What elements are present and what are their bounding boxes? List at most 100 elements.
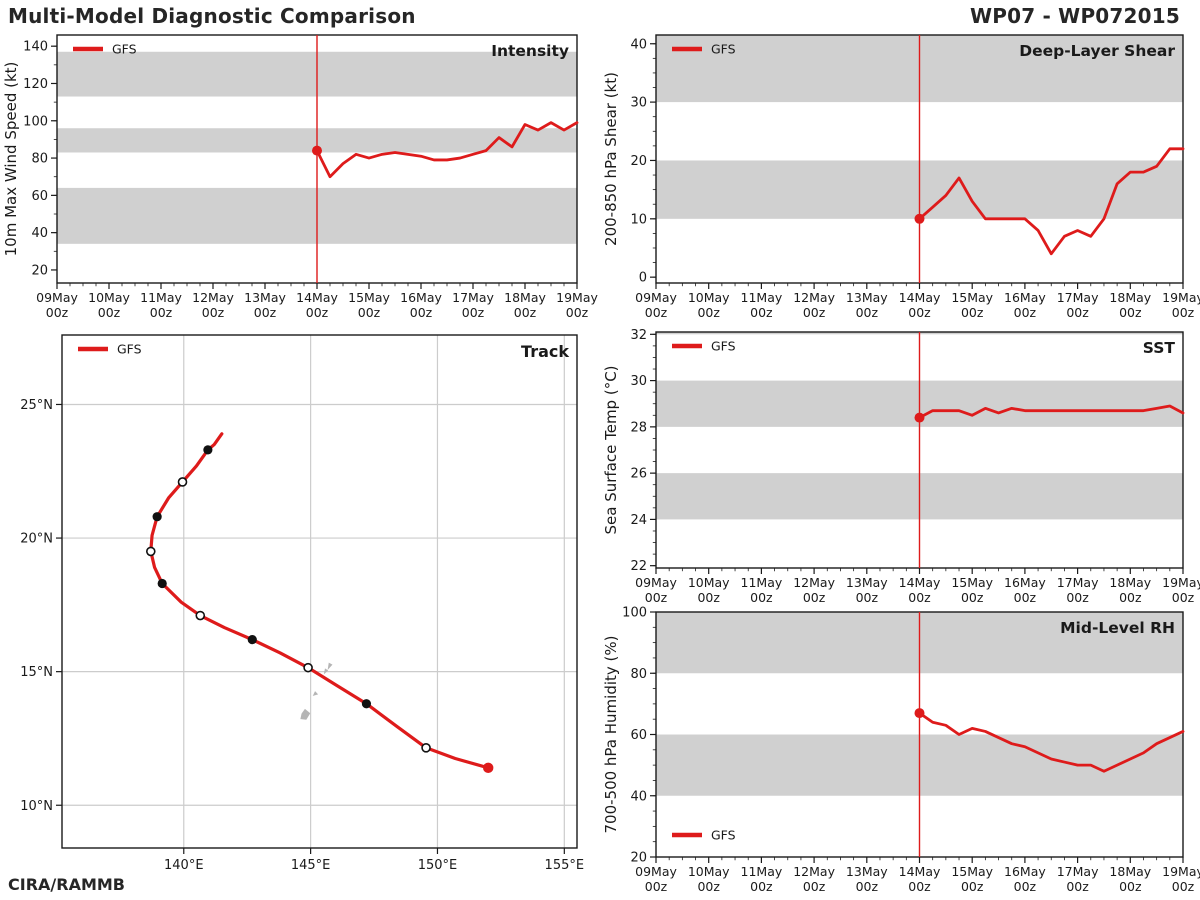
sst-y-axis-label: Sea Surface Temp (°C) bbox=[602, 365, 620, 534]
shear-legend-label: GFS bbox=[711, 42, 736, 57]
rh-y-tick-label: 100 bbox=[622, 606, 647, 621]
shear-y-tick-label: 20 bbox=[630, 154, 647, 169]
sst-x-tick-label: 13May bbox=[846, 575, 888, 590]
track-x-tick-label: 155°E bbox=[545, 858, 585, 873]
intensity-x-tick-label: 00z bbox=[514, 305, 537, 320]
sst-legend: GFS bbox=[672, 339, 736, 354]
island-shape bbox=[323, 668, 329, 675]
sst-x-tick-label: 00z bbox=[1014, 590, 1037, 605]
intensity-legend: GFS bbox=[73, 42, 137, 57]
shear-x-tick-label: 11May bbox=[741, 290, 783, 305]
intensity-x-tick-label: 00z bbox=[150, 305, 173, 320]
shear-y-tick-label: 10 bbox=[630, 212, 647, 227]
intensity-x-tick-label: 16May bbox=[400, 290, 442, 305]
sst-x-tick-label: 11May bbox=[741, 575, 783, 590]
shear-y-tick-label: 40 bbox=[630, 37, 647, 52]
track-open-marker bbox=[195, 610, 206, 621]
rh-x-tick-label: 00z bbox=[908, 879, 931, 894]
credit-label: CIRA/RAMMB bbox=[8, 875, 125, 894]
sst-y-tick-label: 22 bbox=[630, 559, 647, 574]
sst-x-tick-label: 09May bbox=[635, 575, 677, 590]
intensity-legend-label: GFS bbox=[112, 42, 137, 57]
shear-x-tick-label: 18May bbox=[1109, 290, 1151, 305]
sst-y-tick-label: 26 bbox=[630, 467, 647, 482]
rh-panel-title: Mid-Level RH bbox=[1060, 619, 1175, 637]
track-map: 140°E 145°E 150°E 155°E 10°N 15°N 20°N 25°N GFS T… bbox=[20, 334, 585, 873]
rh-x-tick-label: 09May bbox=[635, 864, 677, 879]
shear-y-axis-label: 200-850 hPa Shear (kt) bbox=[602, 72, 620, 246]
intensity-x-tick-label: 15May bbox=[348, 290, 390, 305]
sst-x-tick-label: 10May bbox=[688, 575, 730, 590]
sst-x-tick-label: 17May bbox=[1057, 575, 1099, 590]
rh-x-tick-label: 00z bbox=[645, 879, 668, 894]
shear-x-tick-label: 00z bbox=[1172, 305, 1195, 320]
storm-id-title: WP07 - WP072015 bbox=[970, 4, 1180, 28]
rh-x-tick-label: 00z bbox=[1119, 879, 1142, 894]
rh-x-tick-label: 15May bbox=[951, 864, 993, 879]
intensity-y-tick-label: 100 bbox=[23, 114, 48, 129]
intensity-x-tick-label: 09May bbox=[36, 290, 78, 305]
sst-x-tick-label: 00z bbox=[961, 590, 984, 605]
rh-x-tick-label: 19May bbox=[1162, 864, 1200, 879]
sst-x-tick-label: 00z bbox=[697, 590, 720, 605]
shear-x-tick-label: 15May bbox=[951, 290, 993, 305]
rh-x-tick-label: 00z bbox=[750, 879, 773, 894]
shear-panel-title: Deep-Layer Shear bbox=[1019, 42, 1175, 60]
page-title: Multi-Model Diagnostic Comparison bbox=[8, 4, 416, 28]
shear-x-tick-label: 14May bbox=[899, 290, 941, 305]
rh-x-tick-label: 18May bbox=[1109, 864, 1151, 879]
sst-series-line bbox=[918, 404, 1185, 420]
sst-x-tick-label: 00z bbox=[1172, 590, 1195, 605]
intensity-x-tick-label: 00z bbox=[462, 305, 485, 320]
intensity-x-tick-label: 12May bbox=[192, 290, 234, 305]
track-filled-marker bbox=[157, 578, 167, 589]
sst-y-tick-label: 28 bbox=[630, 420, 647, 435]
intensity-x-tick-label: 10May bbox=[88, 290, 130, 305]
rh-y-tick-label: 40 bbox=[630, 789, 647, 804]
shear-x-tick-label: 13May bbox=[846, 290, 888, 305]
sst-x-tick-label: 00z bbox=[908, 590, 931, 605]
shear-x-tick-label: 00z bbox=[645, 305, 668, 320]
shear-y-tick-label: 30 bbox=[630, 96, 647, 111]
shear-x-tick-label: 09May bbox=[635, 290, 677, 305]
track-start-marker bbox=[483, 762, 494, 774]
sst-x-tick-label: 19May bbox=[1162, 575, 1200, 590]
shear-x-tick-label: 00z bbox=[803, 305, 826, 320]
rh-x-tick-label: 11May bbox=[741, 864, 783, 879]
track-x-tick-label: 145°E bbox=[291, 858, 331, 873]
intensity-chart: 09May00z10May00z11May00z12May00z13May00z… bbox=[2, 34, 598, 320]
shear-x-tick-label: 17May bbox=[1057, 290, 1099, 305]
sst-x-tick-label: 14May bbox=[899, 575, 941, 590]
intensity-x-tick-label: 00z bbox=[202, 305, 225, 320]
island-shape bbox=[312, 691, 319, 696]
track-x-tick-label: 140°E bbox=[164, 858, 204, 873]
intensity-x-tick-label: 17May bbox=[452, 290, 494, 305]
rh-x-tick-label: 12May bbox=[793, 864, 835, 879]
rh-x-tick-label: 00z bbox=[1014, 879, 1037, 894]
rh-x-tick-label: 00z bbox=[803, 879, 826, 894]
intensity-x-tick-label: 00z bbox=[46, 305, 69, 320]
track-filled-marker bbox=[152, 512, 162, 522]
sst-y-tick-label: 30 bbox=[630, 374, 647, 389]
rh-x-tick-label: 16May bbox=[1004, 864, 1046, 879]
track-x-tick-label: 150°E bbox=[418, 858, 458, 873]
island-shape bbox=[300, 708, 311, 720]
shear-x-tick-label: 00z bbox=[1066, 305, 1089, 320]
intensity-y-tick-label: 40 bbox=[31, 226, 48, 241]
intensity-y-tick-label: 20 bbox=[31, 263, 48, 278]
rh-x-tick-label: 14May bbox=[899, 864, 941, 879]
intensity-y-tick-label: 60 bbox=[31, 189, 48, 204]
sst-chart: 09May00z10May00z11May00z12May00z13May00z… bbox=[602, 328, 1200, 605]
sst-x-tick-label: 00z bbox=[803, 590, 826, 605]
shear-x-tick-label: 00z bbox=[1119, 305, 1142, 320]
shear-x-tick-label: 00z bbox=[1014, 305, 1037, 320]
shear-x-tick-label: 12May bbox=[793, 290, 835, 305]
intensity-init-point bbox=[312, 145, 322, 156]
track-legend: GFS bbox=[78, 342, 142, 357]
shear-x-tick-label: 00z bbox=[750, 305, 773, 320]
track-line bbox=[149, 432, 490, 770]
track-filled-marker bbox=[361, 699, 372, 709]
rh-x-tick-label: 00z bbox=[697, 879, 720, 894]
intensity-y-axis-label: 10m Max Wind Speed (kt) bbox=[2, 62, 20, 257]
